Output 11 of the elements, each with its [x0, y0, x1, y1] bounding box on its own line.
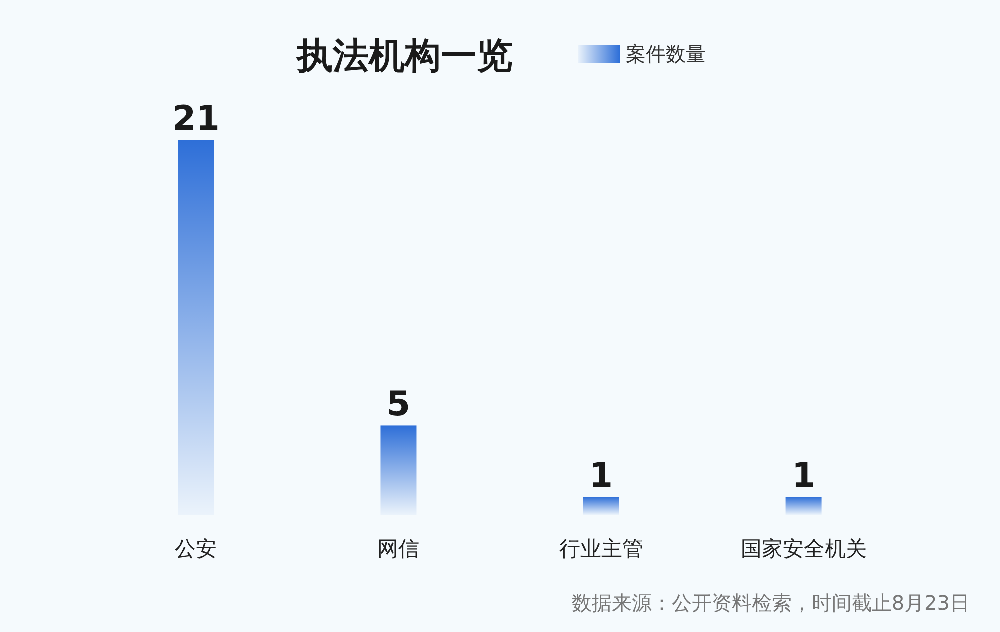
- x-tick-label: 国家安全机关: [740, 537, 867, 561]
- x-tick-label: 行业主管: [559, 537, 644, 561]
- x-tick-label: 公安: [175, 537, 218, 561]
- chart-title: 执法机构一览: [296, 36, 513, 77]
- data-label: 21: [172, 99, 220, 139]
- data-label: 1: [589, 456, 614, 496]
- data-label: 1: [792, 456, 816, 496]
- source-note: 数据来源：公开资料检索，时间截止8月23日: [572, 591, 970, 615]
- legend-label: 案件数量: [626, 42, 706, 66]
- x-tick-label: 网信: [378, 537, 420, 561]
- data-label: 5: [386, 384, 411, 425]
